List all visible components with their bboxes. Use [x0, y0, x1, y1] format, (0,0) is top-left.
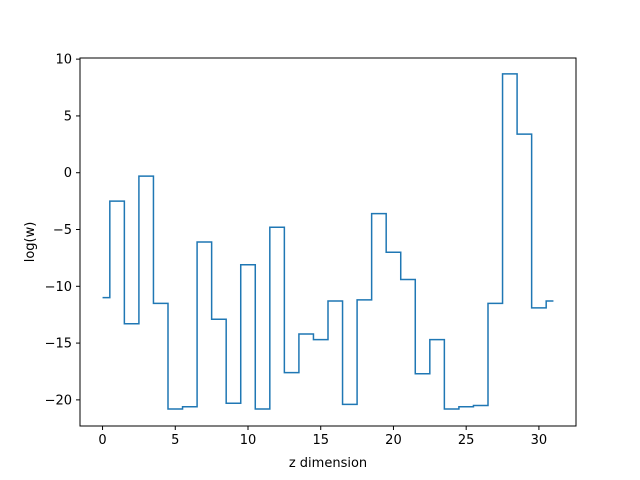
- y-tick-label: −15: [45, 337, 72, 352]
- x-tick-label: 0: [98, 433, 106, 448]
- series-layer: [102, 73, 554, 410]
- x-tick-label: 20: [385, 433, 402, 448]
- x-tick-label: 15: [312, 433, 329, 448]
- x-tick-label: 25: [458, 433, 475, 448]
- series-line-0: [102, 73, 554, 410]
- plot-frame: [79, 57, 577, 427]
- y-tick-label: 0: [64, 166, 72, 181]
- y-axis-label: log(w): [23, 222, 38, 263]
- x-tick-label: 30: [531, 433, 548, 448]
- y-tick-label: −20: [45, 393, 72, 408]
- y-tick-label: 5: [64, 109, 72, 124]
- y-tick-label: −5: [53, 223, 72, 238]
- y-tick-label: 10: [55, 53, 72, 68]
- y-tick-label: −10: [45, 280, 72, 295]
- x-tick-label: 10: [240, 433, 257, 448]
- ticks-layer: 0 5 10 15 20 25 30 10 5 0 −5 −10 −15 −20: [45, 53, 548, 448]
- x-tick-label: 5: [171, 433, 179, 448]
- x-axis-label: z dimension: [289, 456, 367, 471]
